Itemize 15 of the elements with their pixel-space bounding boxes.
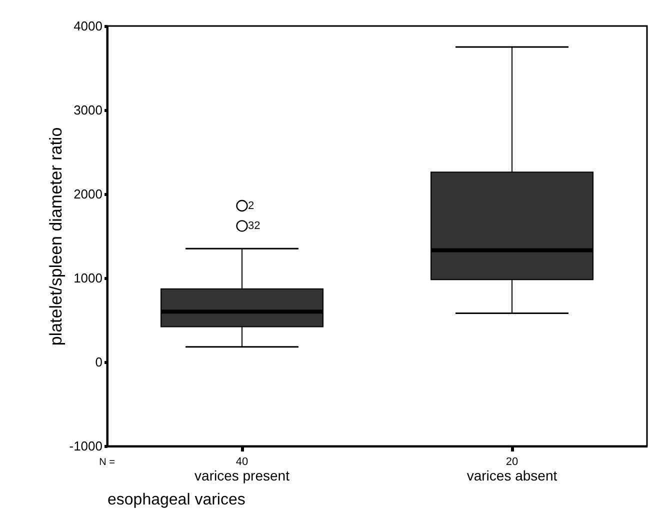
annotation: 2 xyxy=(248,200,254,212)
y-axis-title: platelet/spleen diameter ratio xyxy=(46,127,66,346)
y-tick-label: 1000 xyxy=(74,270,102,286)
y-tick-label: 0 xyxy=(95,354,102,370)
text: 20 xyxy=(506,456,518,468)
x-tick-label: varices absent xyxy=(466,468,558,484)
text: 40 xyxy=(236,456,248,468)
y-tick-label: 3000 xyxy=(74,102,102,118)
y-tick-label: -1000 xyxy=(69,438,102,454)
text: N = xyxy=(99,457,116,468)
x-tick-label: varices present xyxy=(194,468,290,484)
y-tick-label: 4000 xyxy=(74,18,102,34)
annotation: 32 xyxy=(248,220,260,232)
y-tick-label: 2000 xyxy=(74,186,102,202)
x-axis-title: esophageal varices xyxy=(108,492,246,508)
